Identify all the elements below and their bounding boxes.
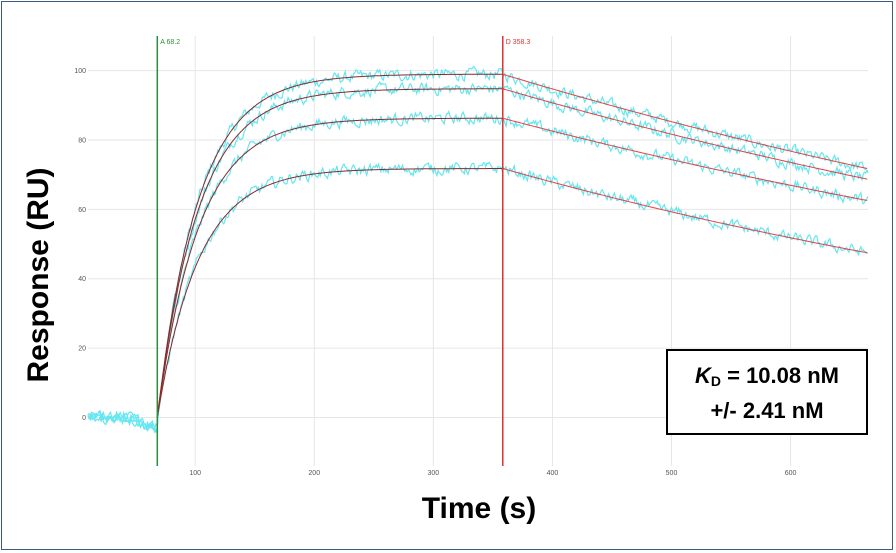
x-tick-label: 200 [308, 470, 320, 477]
association-fit-curve [156, 117, 503, 418]
x-tick-label: 300 [427, 470, 439, 477]
association-fit-curve [156, 168, 503, 418]
x-tick-label: 600 [785, 470, 797, 477]
kd-line: KD = 10.08 nM [668, 363, 866, 389]
association-fit-curve [156, 73, 503, 418]
y-tick-label: 100 [74, 68, 86, 75]
x-axis-label: Time (s) [421, 492, 537, 525]
tick-labels: 100 200 300 400 500 600 0 20 40 60 80 100 [74, 68, 796, 477]
kd-value: = 10.08 nM [721, 363, 840, 388]
dissociation-fit-curve [502, 117, 868, 201]
phase-marker-label: D 358.3 [506, 39, 531, 46]
x-tick-label: 100 [189, 470, 201, 477]
phase-markers: A 68.2 D 358.3 [156, 36, 531, 466]
kd-error: +/- 2.41 nM [710, 398, 824, 423]
dissociation-fit-curve [502, 88, 868, 180]
y-tick-label: 80 [78, 138, 86, 145]
dissociation-fit-curve [502, 168, 868, 254]
kd-annotation-box: KD = 10.08 nM +/- 2.41 nM [666, 349, 868, 435]
y-tick-label: 40 [78, 276, 86, 283]
y-tick-label: 0 [82, 415, 86, 422]
x-tick-label: 500 [666, 470, 678, 477]
kd-subscript: D [710, 373, 721, 389]
y-tick-label: 20 [78, 346, 86, 353]
association-fit-curve [156, 88, 503, 418]
data-trace [87, 65, 868, 430]
x-tick-label: 400 [547, 470, 559, 477]
data-trace [87, 110, 869, 434]
data-trace [87, 81, 869, 433]
dissociation-fit-curve [502, 73, 868, 169]
phase-marker-label: A 68.2 [160, 39, 180, 46]
fit-curves [156, 73, 868, 418]
kd-symbol: K [694, 363, 711, 388]
y-axis-label: Response (RU) [22, 167, 55, 383]
y-tick-label: 60 [78, 207, 86, 214]
